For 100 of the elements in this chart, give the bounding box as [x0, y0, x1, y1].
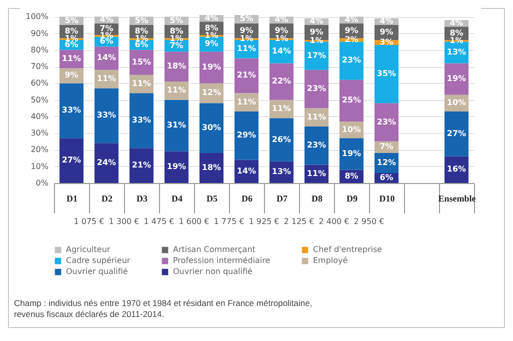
bar — [374, 44, 398, 104]
y-tick-label: 10% — [30, 162, 49, 171]
x-tick-label: D5 — [206, 194, 218, 204]
data-label: 33% — [62, 106, 82, 115]
data-label: 9% — [344, 26, 358, 35]
data-label: 35% — [376, 69, 396, 78]
bar — [94, 143, 118, 183]
data-label: 11% — [96, 74, 116, 84]
data-label: 9% — [240, 26, 254, 35]
data-label: 12% — [376, 158, 396, 168]
data-label: 6% — [134, 40, 148, 49]
text: 1 075 € — [74, 217, 104, 226]
data-label: 13% — [446, 47, 466, 56]
data-label: 27% — [62, 156, 82, 165]
data-label: 23% — [342, 56, 362, 65]
legend-label: Profession intermédiaire — [173, 256, 270, 265]
data-label: 8% — [204, 23, 218, 32]
bar — [270, 63, 294, 100]
data-label: 11% — [272, 104, 292, 113]
bar — [304, 70, 328, 108]
data-label: 18% — [166, 62, 186, 71]
data-label: 21% — [132, 160, 152, 170]
bar — [234, 111, 258, 160]
data-label: 27% — [446, 128, 466, 138]
y-tick-label: 40% — [30, 112, 49, 121]
x-tick-label: D7 — [276, 194, 288, 204]
data-label: 9% — [274, 26, 288, 35]
bar — [200, 103, 224, 154]
data-label: 22% — [272, 76, 292, 86]
data-label: 11% — [132, 79, 152, 88]
bar — [200, 52, 224, 84]
x-tick-label: D6 — [242, 194, 253, 204]
data-label: 30% — [202, 123, 222, 132]
bar — [444, 111, 468, 156]
bar — [130, 148, 154, 183]
data-label: 11% — [62, 54, 82, 64]
legend-label: Chef d'entreprise — [313, 245, 382, 254]
data-label: 11% — [236, 97, 256, 106]
text: 2 400 € — [318, 217, 350, 226]
legend-label: Artisan Commerçant — [173, 245, 256, 254]
data-label: 4% — [310, 16, 324, 26]
legend-label: Cadre supérieur — [66, 256, 131, 265]
text: 1 925 € — [248, 217, 280, 226]
data-label: 29% — [236, 130, 256, 140]
data-label: 1% — [274, 34, 288, 44]
data-label: 5% — [134, 16, 148, 25]
data-label: 1% — [310, 36, 324, 45]
data-label: 8% — [344, 171, 358, 180]
data-label: 9% — [310, 27, 324, 36]
text: 1 300 € — [108, 217, 140, 226]
bar — [94, 88, 118, 144]
data-label: 16% — [446, 164, 466, 174]
data-label: 12% — [202, 88, 222, 98]
y-tick-label: 50% — [30, 95, 49, 104]
data-label: 24% — [96, 158, 116, 168]
data-label: 17% — [306, 50, 326, 60]
bar — [200, 153, 224, 183]
bar — [234, 58, 258, 94]
data-label: 6% — [64, 40, 78, 49]
text: 1 600 € — [178, 217, 210, 226]
bar — [374, 103, 398, 142]
bar — [340, 80, 364, 122]
data-label: 1% — [450, 36, 464, 45]
x-tick-label: D3 — [136, 194, 148, 204]
data-label: 31% — [166, 120, 186, 130]
data-label: 9% — [204, 39, 218, 48]
data-label: 19% — [202, 62, 222, 72]
data-label: 11% — [306, 112, 326, 122]
bar — [60, 138, 84, 183]
x-tick-label: Ensemble — [438, 194, 476, 204]
y-tick-label: 100% — [26, 12, 49, 22]
data-label: 15% — [132, 57, 152, 66]
x-tick-label: D9 — [346, 194, 358, 204]
data-label: 33% — [132, 116, 152, 125]
data-label: 18% — [202, 163, 222, 172]
bar — [270, 118, 294, 162]
data-label: 3% — [380, 37, 394, 46]
x-tick-label: D2 — [102, 194, 113, 204]
data-label: 10% — [446, 98, 466, 108]
data-label: 7% — [380, 142, 394, 152]
data-label: 21% — [236, 70, 256, 80]
legend-label: Employé — [313, 256, 348, 265]
data-label: 14% — [272, 46, 292, 56]
text: revenus fiscaux déclarés de 2011-2014. — [14, 309, 164, 319]
y-tick-label: 0% — [36, 178, 49, 188]
data-label: 26% — [272, 134, 292, 144]
bar — [340, 138, 364, 170]
y-tick-label: 70% — [30, 62, 49, 72]
data-label: 23% — [306, 140, 326, 150]
bar — [60, 83, 84, 138]
bar — [340, 42, 364, 80]
bar — [164, 52, 188, 82]
data-label: 8% — [134, 26, 148, 36]
text: 1 775 € — [214, 217, 244, 226]
data-label: 5% — [170, 16, 184, 25]
data-label: 9% — [380, 27, 394, 36]
data-label: 5% — [64, 16, 78, 25]
bar — [164, 100, 188, 152]
data-label: 19% — [166, 162, 186, 172]
bar — [164, 151, 188, 183]
